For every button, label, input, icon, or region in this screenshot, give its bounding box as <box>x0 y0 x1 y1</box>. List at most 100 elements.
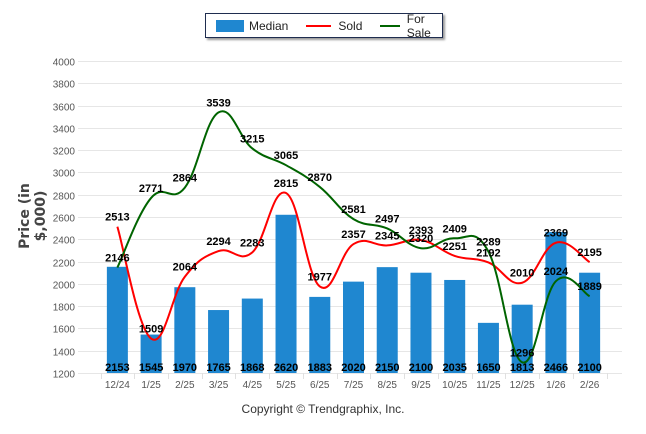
y-tick-label: 2000 <box>53 281 76 292</box>
bar-median <box>309 296 331 373</box>
y-tick-label: 3800 <box>53 80 76 91</box>
data-label-for-sale: 2864 <box>173 173 198 185</box>
x-axis-ticks: 12/24 1/25 2/25 3/25 4/25 5/25 6/25 7/25 8/25 9/2… <box>101 373 608 391</box>
data-label-median: 2150 <box>375 362 399 374</box>
y-tick-label: 2400 <box>53 236 76 247</box>
data-label-for-sale: 3065 <box>274 150 298 162</box>
data-labels: 2153 1545 1970 1765 1868 2620 1883 2020 2150 2100… <box>105 97 602 374</box>
x-tick-label: 2/26 <box>580 380 600 391</box>
legend-item-for-sale[interactable]: For Sale <box>372 12 442 40</box>
x-tick-label: 8/25 <box>377 380 397 391</box>
x-tick-label: 2/25 <box>175 380 195 391</box>
data-label-sold: 2357 <box>341 229 365 241</box>
y-tick-label: 4000 <box>53 58 76 69</box>
sold-line-icon <box>306 24 332 27</box>
data-label-median: 1545 <box>139 362 163 374</box>
y-tick-label: 3600 <box>53 103 76 114</box>
x-tick-label: 4/25 <box>243 380 263 391</box>
x-tick-label: 7/25 <box>344 380 364 391</box>
data-label-median: 2153 <box>105 362 129 374</box>
bar-median <box>241 298 263 373</box>
bar-median <box>275 214 297 373</box>
data-label-for-sale: 2581 <box>341 204 365 216</box>
x-tick-label: 10/25 <box>442 380 467 391</box>
y-axis-title: Price (in $,000) <box>17 183 49 249</box>
y-tick-label: 1800 <box>53 303 76 314</box>
bar-median <box>376 267 398 373</box>
x-tick-label: 12/25 <box>510 380 535 391</box>
bar-median <box>579 272 601 373</box>
data-label-sold: 2369 <box>544 228 568 240</box>
x-tick-label: 1/26 <box>546 380 566 391</box>
y-tick-label: 3000 <box>53 169 76 180</box>
data-label-sold: 2393 <box>409 225 433 237</box>
data-label-for-sale: 2870 <box>308 172 332 184</box>
data-label-median: 1650 <box>476 362 500 374</box>
x-tick-label: 9/25 <box>411 380 431 391</box>
data-label-median: 1970 <box>173 362 197 374</box>
data-label-sold: 2010 <box>510 268 534 280</box>
data-label-median: 1765 <box>206 362 230 374</box>
data-label-median: 2620 <box>274 362 298 374</box>
legend: Median Sold For Sale <box>205 12 443 40</box>
data-label-median: 1868 <box>240 362 264 374</box>
data-label-median: 2466 <box>544 362 568 374</box>
data-label-sold: 2064 <box>173 262 198 274</box>
data-label-sold: 2294 <box>206 236 231 248</box>
data-label-median: 2035 <box>442 362 466 374</box>
y-tick-label: 2200 <box>53 259 76 270</box>
legend-label-for-sale: For Sale <box>406 11 431 40</box>
y-tick-label: 3400 <box>53 125 76 136</box>
data-label-sold: 1509 <box>139 324 163 336</box>
data-label-for-sale: 3539 <box>206 97 230 109</box>
bar-median <box>444 279 466 373</box>
data-label-for-sale: 1296 <box>510 347 534 359</box>
copyright-text: Copyright © Trendgraphix, Inc. <box>241 402 405 416</box>
y-axis-ticks: 1200 1400 1600 1800 2000 2200 2400 2600 2800 3000… <box>53 58 76 381</box>
legend-item-median[interactable]: Median <box>216 19 288 33</box>
legend-label-sold: Sold <box>338 18 363 33</box>
legend-label-median: Median <box>249 18 289 33</box>
line-for-sale <box>116 110 591 364</box>
x-tick-label: 12/24 <box>105 380 130 391</box>
data-label-sold: 2251 <box>442 241 466 253</box>
y-tick-label: 3200 <box>53 147 76 158</box>
bar-median <box>174 287 196 373</box>
for-sale-line-icon <box>380 24 400 27</box>
data-label-median: 2020 <box>341 362 365 374</box>
data-label-sold: 2513 <box>105 212 129 224</box>
y-tick-label: 1200 <box>53 370 76 381</box>
data-label-sold: 2192 <box>476 247 500 259</box>
data-label-for-sale: 1889 <box>577 281 601 293</box>
bar-median <box>545 231 567 373</box>
data-label-sold: 2283 <box>240 237 264 249</box>
line-sold <box>116 191 591 341</box>
x-tick-label: 1/25 <box>141 380 161 391</box>
data-label-for-sale: 2771 <box>139 183 163 195</box>
data-label-sold: 2345 <box>375 230 399 242</box>
bar-median <box>343 281 364 373</box>
y-tick-label: 1600 <box>53 325 76 336</box>
legend-item-sold[interactable]: Sold <box>298 19 362 33</box>
y-tick-label: 2600 <box>53 214 76 225</box>
x-tick-label: 11/25 <box>476 380 501 391</box>
y-tick-label: 1400 <box>53 348 76 359</box>
data-label-sold: 2815 <box>274 178 298 190</box>
data-label-for-sale: 2289 <box>476 237 500 249</box>
bar-median <box>140 334 162 373</box>
data-label-for-sale: 2320 <box>409 233 433 245</box>
bar-median <box>410 272 432 373</box>
x-tick-label: 6/25 <box>310 380 330 391</box>
data-label-median: 1813 <box>510 362 534 374</box>
median-bars <box>106 214 601 373</box>
data-label-for-sale: 2497 <box>375 213 399 225</box>
series-lines <box>116 110 591 364</box>
bar-median <box>106 266 128 373</box>
data-label-for-sale: 2146 <box>105 253 129 265</box>
data-label-median: 2100 <box>409 362 433 374</box>
data-label-for-sale: 3215 <box>240 133 264 145</box>
data-label-for-sale: 2409 <box>442 223 466 235</box>
x-tick-label: 3/25 <box>209 380 229 391</box>
bar-median <box>477 322 499 373</box>
